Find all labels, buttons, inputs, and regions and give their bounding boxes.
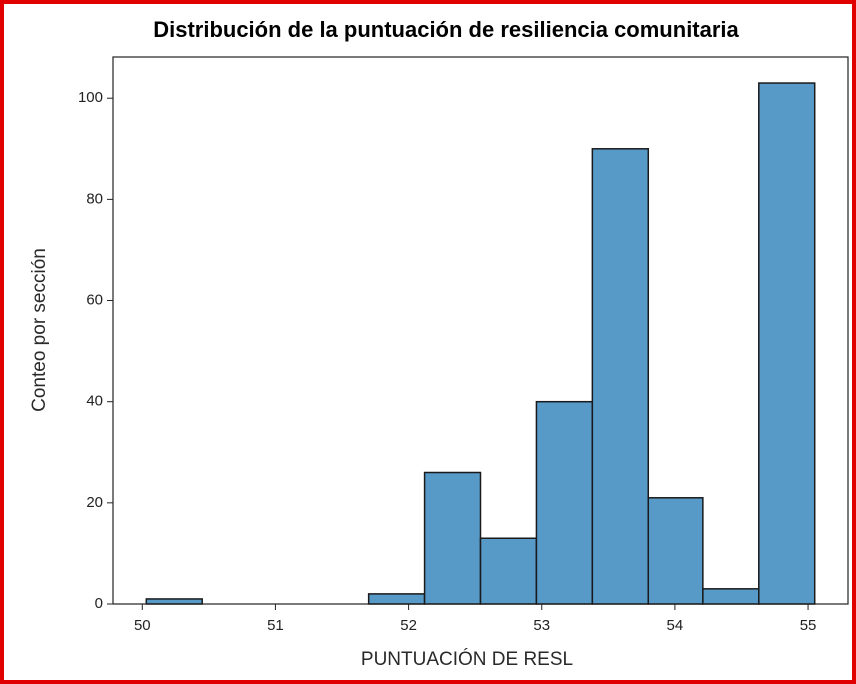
histogram-bar [647, 497, 704, 605]
chart-title: Distribución de la puntuación de resilie… [153, 17, 739, 42]
y-tick-label: 20 [86, 494, 103, 511]
histogram-bar [367, 593, 426, 605]
histogram-bar [479, 537, 538, 605]
y-axis-label: Conteo por sección [29, 248, 50, 412]
histogram-bar [702, 588, 760, 605]
y-tick-label: 60 [86, 292, 103, 309]
x-tick-label: 54 [667, 617, 684, 634]
histogram-bar [591, 148, 650, 605]
y-tick-label: 100 [78, 89, 103, 106]
y-tick-label: 80 [86, 190, 103, 207]
plot-frame [112, 56, 849, 605]
x-tick-label: 50 [134, 617, 151, 634]
x-tick-label: 51 [267, 617, 284, 634]
histogram-bar [145, 598, 203, 605]
histogram-bar [423, 471, 482, 605]
x-axis-label: PUNTUACIÓN DE RESL [361, 648, 573, 670]
histogram-bar [535, 400, 594, 605]
histogram-bar [758, 82, 816, 605]
x-tick-label: 53 [533, 617, 550, 634]
y-tick-label: 0 [95, 595, 103, 612]
x-tick-label: 52 [400, 617, 417, 634]
y-tick-label: 40 [86, 393, 103, 410]
x-tick-label: 55 [800, 617, 817, 634]
